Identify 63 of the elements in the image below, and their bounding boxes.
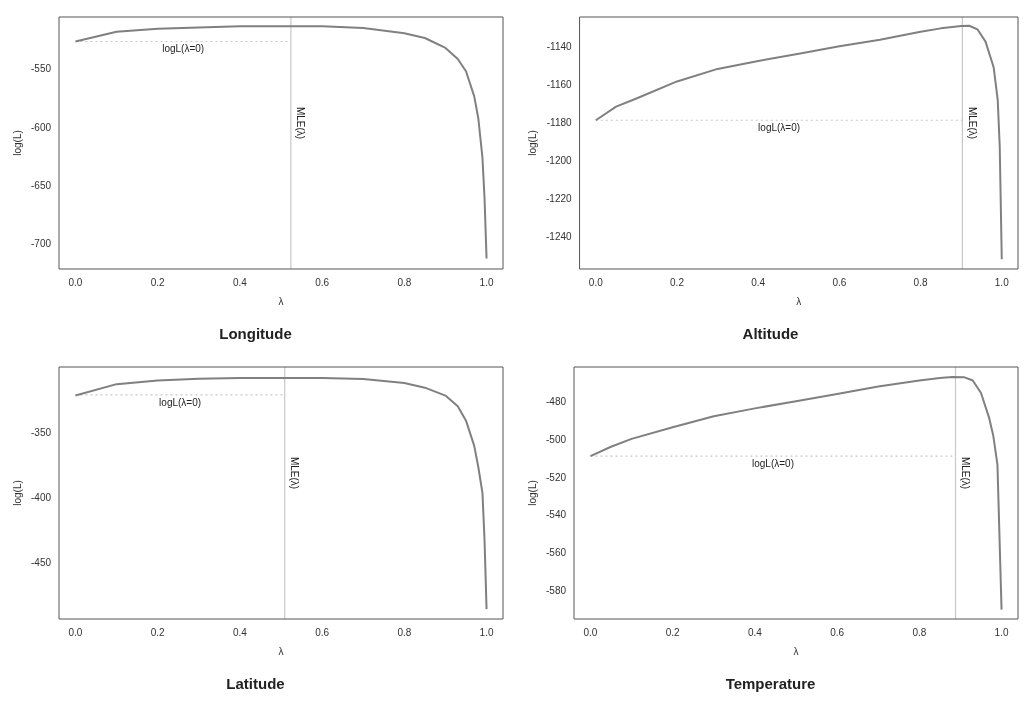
annotation: logL(λ=0) (159, 396, 202, 408)
x-tick-label: 0.0 (583, 626, 598, 638)
x-tick-label: 0.4 (232, 626, 248, 638)
x-tick-label: 0.2 (665, 626, 681, 638)
y-tick-label: -1240 (546, 230, 573, 242)
x-tick-label: 1.0 (479, 276, 494, 288)
y-tick-label: -500 (546, 434, 567, 446)
x-tick-label: 0.2 (150, 276, 166, 288)
x-tick-label: 1.0 (479, 626, 494, 638)
y-axis-title: log(L) (526, 130, 538, 156)
x-tick-label: 0.0 (68, 626, 83, 638)
y-tick-label: -550 (31, 63, 52, 75)
y-tick-label: -700 (31, 238, 52, 250)
x-tick-label: 1.0 (994, 276, 1010, 288)
y-tick-label: -580 (546, 584, 567, 596)
y-tick-label: -1200 (546, 154, 573, 166)
y-axis-title: log(L) (11, 480, 23, 506)
y-tick-label: -450 (31, 556, 52, 568)
text: Altitude (742, 325, 799, 343)
y-tick-label: -520 (546, 471, 567, 483)
x-tick-label: 0.4 (747, 626, 763, 638)
x-axis-title: λ (278, 295, 284, 307)
x-tick-label: 0.6 (315, 626, 330, 638)
ref-line-label: MLE(λ) (966, 106, 978, 140)
x-axis-title: λ (793, 645, 799, 657)
y-tick-label: -400 (31, 491, 52, 503)
x-tick-label: 0.0 (68, 276, 83, 288)
x-tick-label: 0.6 (315, 276, 330, 288)
x-tick-label: 0.8 (913, 276, 928, 288)
x-tick-label: 0.8 (397, 276, 412, 288)
ref-line-label: MLE(λ) (288, 456, 300, 490)
y-tick-label: -650 (31, 179, 52, 191)
text: Longitude (219, 325, 292, 343)
x-tick-label: 1.0 (994, 626, 1009, 638)
x-tick-label: 0.4 (751, 276, 766, 288)
y-axis-title: log(L) (526, 480, 538, 506)
x-tick-label: 0.4 (232, 276, 248, 288)
x-tick-label: 0.6 (830, 626, 845, 638)
x-axis-title: λ (278, 645, 284, 657)
y-tick-label: -350 (31, 427, 52, 438)
ref-line-label: MLE(λ) (295, 106, 307, 140)
x-tick-label: 0.8 (397, 626, 412, 638)
text: Latitude (226, 675, 285, 693)
y-tick-label: -1160 (546, 78, 572, 90)
y-tick-label: -480 (546, 396, 567, 408)
x-tick-label: 0.0 (588, 276, 604, 288)
x-tick-label: 0.6 (832, 276, 847, 288)
x-tick-label: 0.8 (912, 626, 927, 638)
y-tick-label: -1180 (546, 116, 572, 128)
x-tick-label: 0.2 (670, 276, 685, 288)
annotation: logL(λ=0) (758, 122, 801, 134)
x-axis-title: λ (796, 295, 802, 307)
y-axis-title: log(L) (11, 130, 23, 156)
text: Temperature (725, 675, 816, 693)
annotation: logL(λ=0) (752, 457, 794, 469)
y-tick-label: -1140 (546, 41, 572, 53)
y-tick-label: -1220 (546, 192, 573, 204)
ref-line-label: MLE(λ) (959, 456, 971, 490)
annotation: logL(λ=0) (162, 43, 205, 55)
y-tick-label: -560 (546, 546, 567, 558)
x-tick-label: 0.2 (150, 626, 166, 638)
y-tick-label: -540 (546, 509, 567, 521)
y-tick-label: -600 (31, 121, 52, 133)
